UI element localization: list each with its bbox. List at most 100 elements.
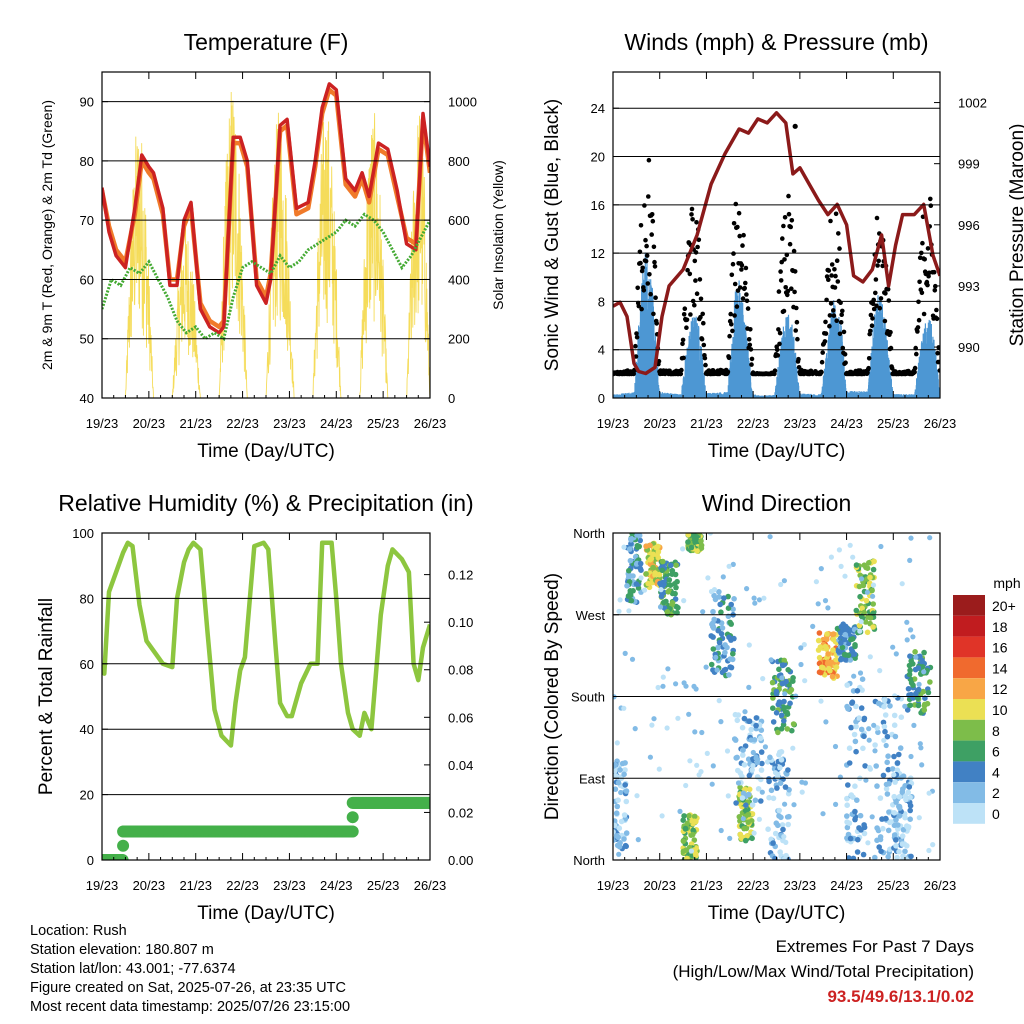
legend-label: 18 xyxy=(992,619,1008,635)
direction-dot xyxy=(893,799,899,805)
direction-dot xyxy=(930,842,936,848)
direction-dot xyxy=(634,544,641,550)
gust-dot xyxy=(698,296,704,302)
gust-dot xyxy=(781,308,787,314)
direction-dot xyxy=(870,624,876,630)
direction-dot xyxy=(777,764,783,771)
direction-dot xyxy=(694,762,700,768)
y2-tick-label: 0.00 xyxy=(448,853,473,868)
direction-dot xyxy=(718,609,724,615)
y-tick-label: 20 xyxy=(80,788,94,803)
gust-dot xyxy=(925,282,930,288)
gust-dot xyxy=(633,343,638,349)
plot-frame xyxy=(612,532,941,861)
direction-dot xyxy=(753,755,759,761)
direction-dot xyxy=(856,583,863,590)
direction-dot xyxy=(865,840,871,846)
direction-dot xyxy=(895,826,901,832)
direction-dot xyxy=(874,825,880,831)
direction-dot xyxy=(680,546,686,552)
direction-dot xyxy=(633,581,640,587)
direction-dot xyxy=(846,855,852,860)
gust-dot xyxy=(681,355,686,361)
direction-dot xyxy=(778,726,785,732)
direction-dot xyxy=(691,813,698,820)
direction-dot xyxy=(627,557,634,564)
y-tick-label: East xyxy=(579,771,605,786)
direction-dot xyxy=(769,679,776,686)
direction-dot xyxy=(911,676,918,682)
plot-area xyxy=(102,82,430,398)
y-tick-label: 24 xyxy=(591,101,605,116)
gust-dot xyxy=(831,313,837,318)
direction-dot xyxy=(844,824,851,831)
direction-dot xyxy=(616,608,622,614)
elevation-text: Station elevation: 180.807 m xyxy=(30,942,214,958)
gust-dot xyxy=(883,291,888,296)
precip-dot xyxy=(346,825,359,838)
gust-dot xyxy=(649,232,654,237)
x-tick-label: 22/23 xyxy=(737,878,770,893)
direction-dot xyxy=(870,566,877,573)
direction-dot xyxy=(680,817,686,823)
gust-dots xyxy=(613,123,940,377)
gust-dot xyxy=(819,359,825,365)
gust-dot xyxy=(785,288,791,294)
gust-dot xyxy=(928,196,933,202)
gust-dot xyxy=(692,258,698,264)
direction-dot xyxy=(758,767,765,773)
direction-dot xyxy=(650,564,656,571)
direction-dot xyxy=(728,621,734,627)
y-tick-label: 100 xyxy=(72,526,94,541)
direction-dot xyxy=(838,563,844,570)
direction-dot xyxy=(661,599,667,606)
gust-dot xyxy=(833,211,839,217)
direction-dot xyxy=(740,816,746,822)
chart-title: Wind Direction xyxy=(702,490,852,516)
direction-dot xyxy=(896,751,902,758)
gust-dot xyxy=(729,322,734,327)
direction-dot xyxy=(675,715,681,721)
direction-dot xyxy=(927,679,933,685)
direction-dot xyxy=(656,571,663,578)
location-text: Location: Rush xyxy=(30,923,127,939)
direction-dot xyxy=(621,836,627,842)
gust-dot xyxy=(827,323,832,329)
gust-dot xyxy=(866,356,872,361)
gust-dot xyxy=(701,342,707,348)
direction-dot xyxy=(845,705,851,712)
direction-dot xyxy=(722,649,728,656)
direction-dot xyxy=(776,666,782,673)
plot-frame xyxy=(612,71,941,399)
gust-dot xyxy=(873,290,878,296)
gust-dot xyxy=(776,289,782,294)
x-tick-label: 19/23 xyxy=(597,878,630,893)
gust-dot xyxy=(828,218,833,224)
direction-dot xyxy=(818,698,824,704)
direction-dot xyxy=(729,656,736,663)
direction-dot xyxy=(680,848,687,855)
direction-dot xyxy=(829,631,836,638)
extremes-values: 93.5/49.6/13.1/0.02 xyxy=(827,987,974,1006)
direction-dot xyxy=(920,688,926,695)
gust-dot xyxy=(916,317,922,323)
plot-area xyxy=(613,111,940,398)
direction-dot xyxy=(904,823,910,829)
y2-tick-label: 990 xyxy=(958,340,980,355)
direction-dot xyxy=(816,630,823,636)
direction-dot xyxy=(671,581,678,587)
direction-dot xyxy=(693,534,700,540)
direction-dot xyxy=(683,782,689,789)
direction-dot xyxy=(766,794,772,801)
direction-dot xyxy=(638,567,644,573)
direction-dot xyxy=(847,835,854,842)
gust-dot xyxy=(644,253,650,258)
gust-dot xyxy=(740,296,746,301)
gust-dot xyxy=(833,273,838,279)
direction-dot xyxy=(772,770,779,776)
gust-dot xyxy=(680,337,686,343)
direction-dot xyxy=(787,700,793,707)
x-tick-label: 24/23 xyxy=(320,878,353,893)
relative-humidity-line xyxy=(102,540,430,748)
direction-dot xyxy=(885,766,892,773)
